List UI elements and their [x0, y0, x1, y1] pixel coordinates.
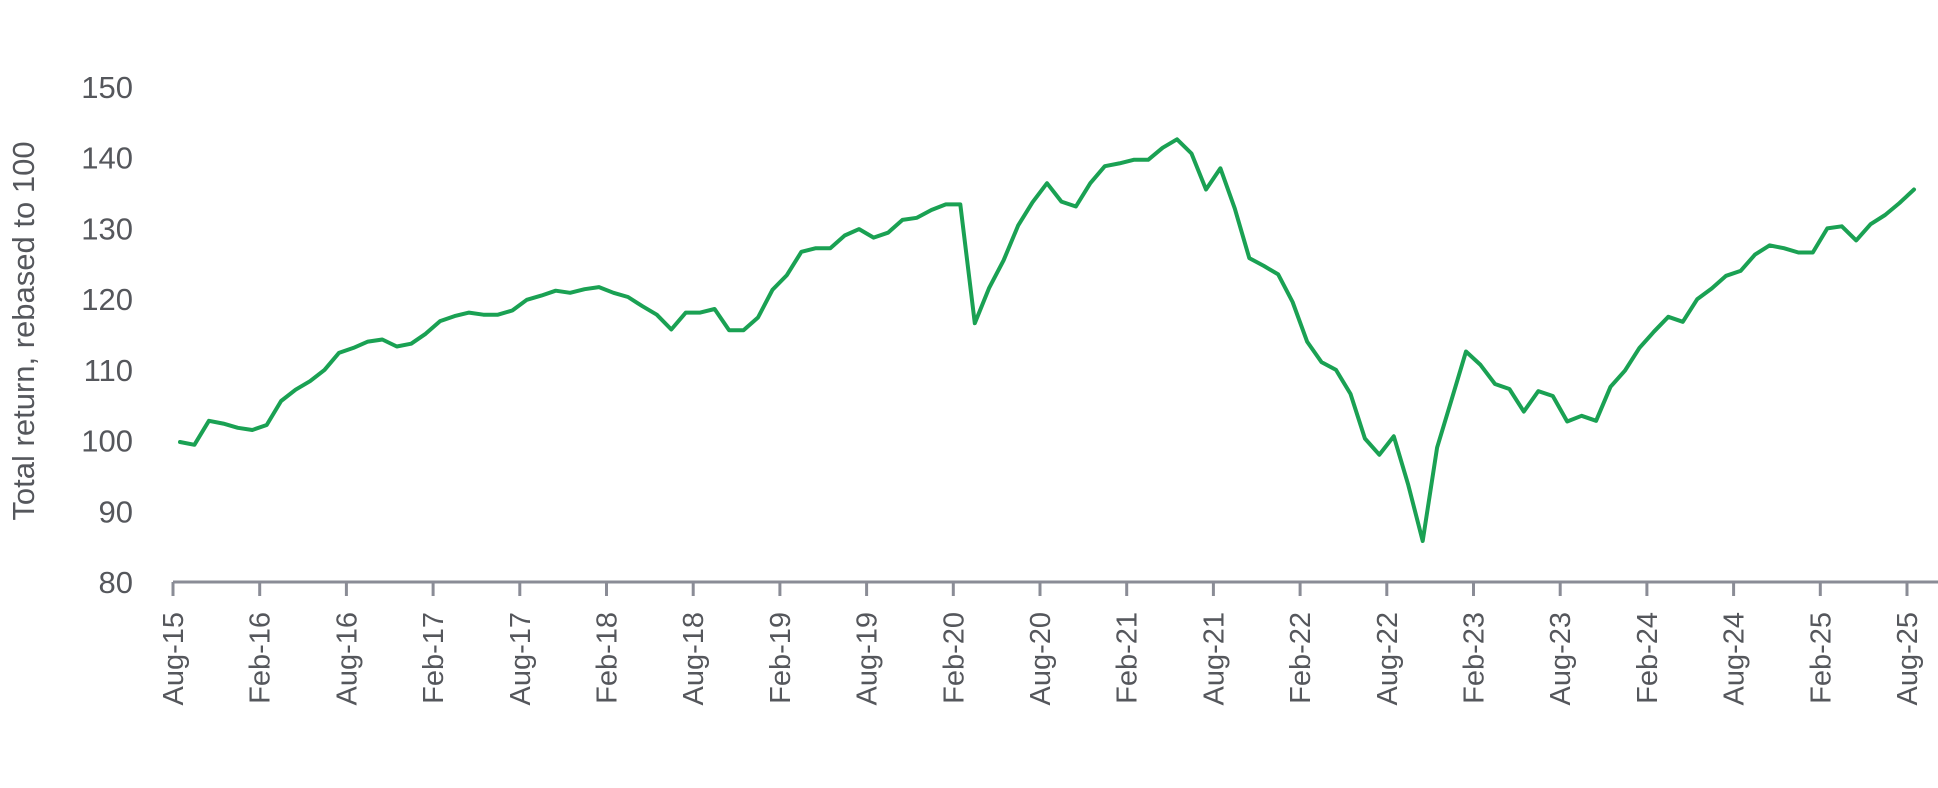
x-tick-label: Feb-23 — [1459, 612, 1491, 704]
x-tick-label: Feb-24 — [1632, 612, 1664, 704]
x-tick-label: Aug-25 — [1892, 612, 1924, 706]
y-axis-title-group: Total return, rebased to 100 — [6, 141, 41, 520]
x-tick-label: Feb-25 — [1805, 612, 1837, 704]
x-tick-label: Feb-17 — [418, 612, 450, 704]
y-tick-label: 150 — [81, 70, 133, 105]
y-tick-label: 90 — [99, 494, 133, 529]
x-tick-label: Aug-16 — [331, 612, 363, 706]
x-tick-label: Aug-20 — [1025, 612, 1057, 706]
x-tick-label: Aug-23 — [1545, 612, 1577, 706]
x-tick-label: Aug-24 — [1719, 612, 1751, 706]
x-tick-label: Aug-18 — [678, 612, 710, 706]
x-tick-label: Feb-19 — [765, 612, 797, 704]
y-tick-label: 140 — [81, 141, 133, 176]
y-axis-ticks: 80 90 100 110 120 130 140 150 — [81, 70, 133, 600]
series-group — [178, 137, 1916, 543]
x-tick-label: Aug-15 — [158, 612, 190, 706]
y-tick-label: 100 — [81, 424, 133, 459]
x-tick-label: Feb-21 — [1112, 612, 1144, 704]
x-tick-label: Feb-20 — [938, 612, 970, 704]
x-tick-label: Feb-22 — [1285, 612, 1317, 704]
x-tick-label: Feb-18 — [592, 612, 624, 704]
y-tick-label: 80 — [99, 565, 133, 600]
x-tick-label: Feb-16 — [245, 612, 277, 704]
x-tick-label: Aug-22 — [1372, 612, 1404, 706]
y-tick-label: 110 — [84, 353, 133, 388]
x-tick-label: Aug-17 — [505, 612, 537, 706]
x-tick-label: Aug-19 — [852, 612, 884, 706]
series-line — [178, 137, 1916, 543]
y-tick-label: 120 — [81, 282, 133, 317]
x-axis-ticks: Aug-15 Feb-16 Aug-16 Feb-17 Aug-17 Feb-18 Aug-… — [158, 582, 1924, 706]
y-axis-title: Total return, rebased to 100 — [6, 141, 41, 520]
x-tick-label: Aug-21 — [1198, 612, 1230, 706]
y-tick-label: 130 — [81, 211, 133, 246]
